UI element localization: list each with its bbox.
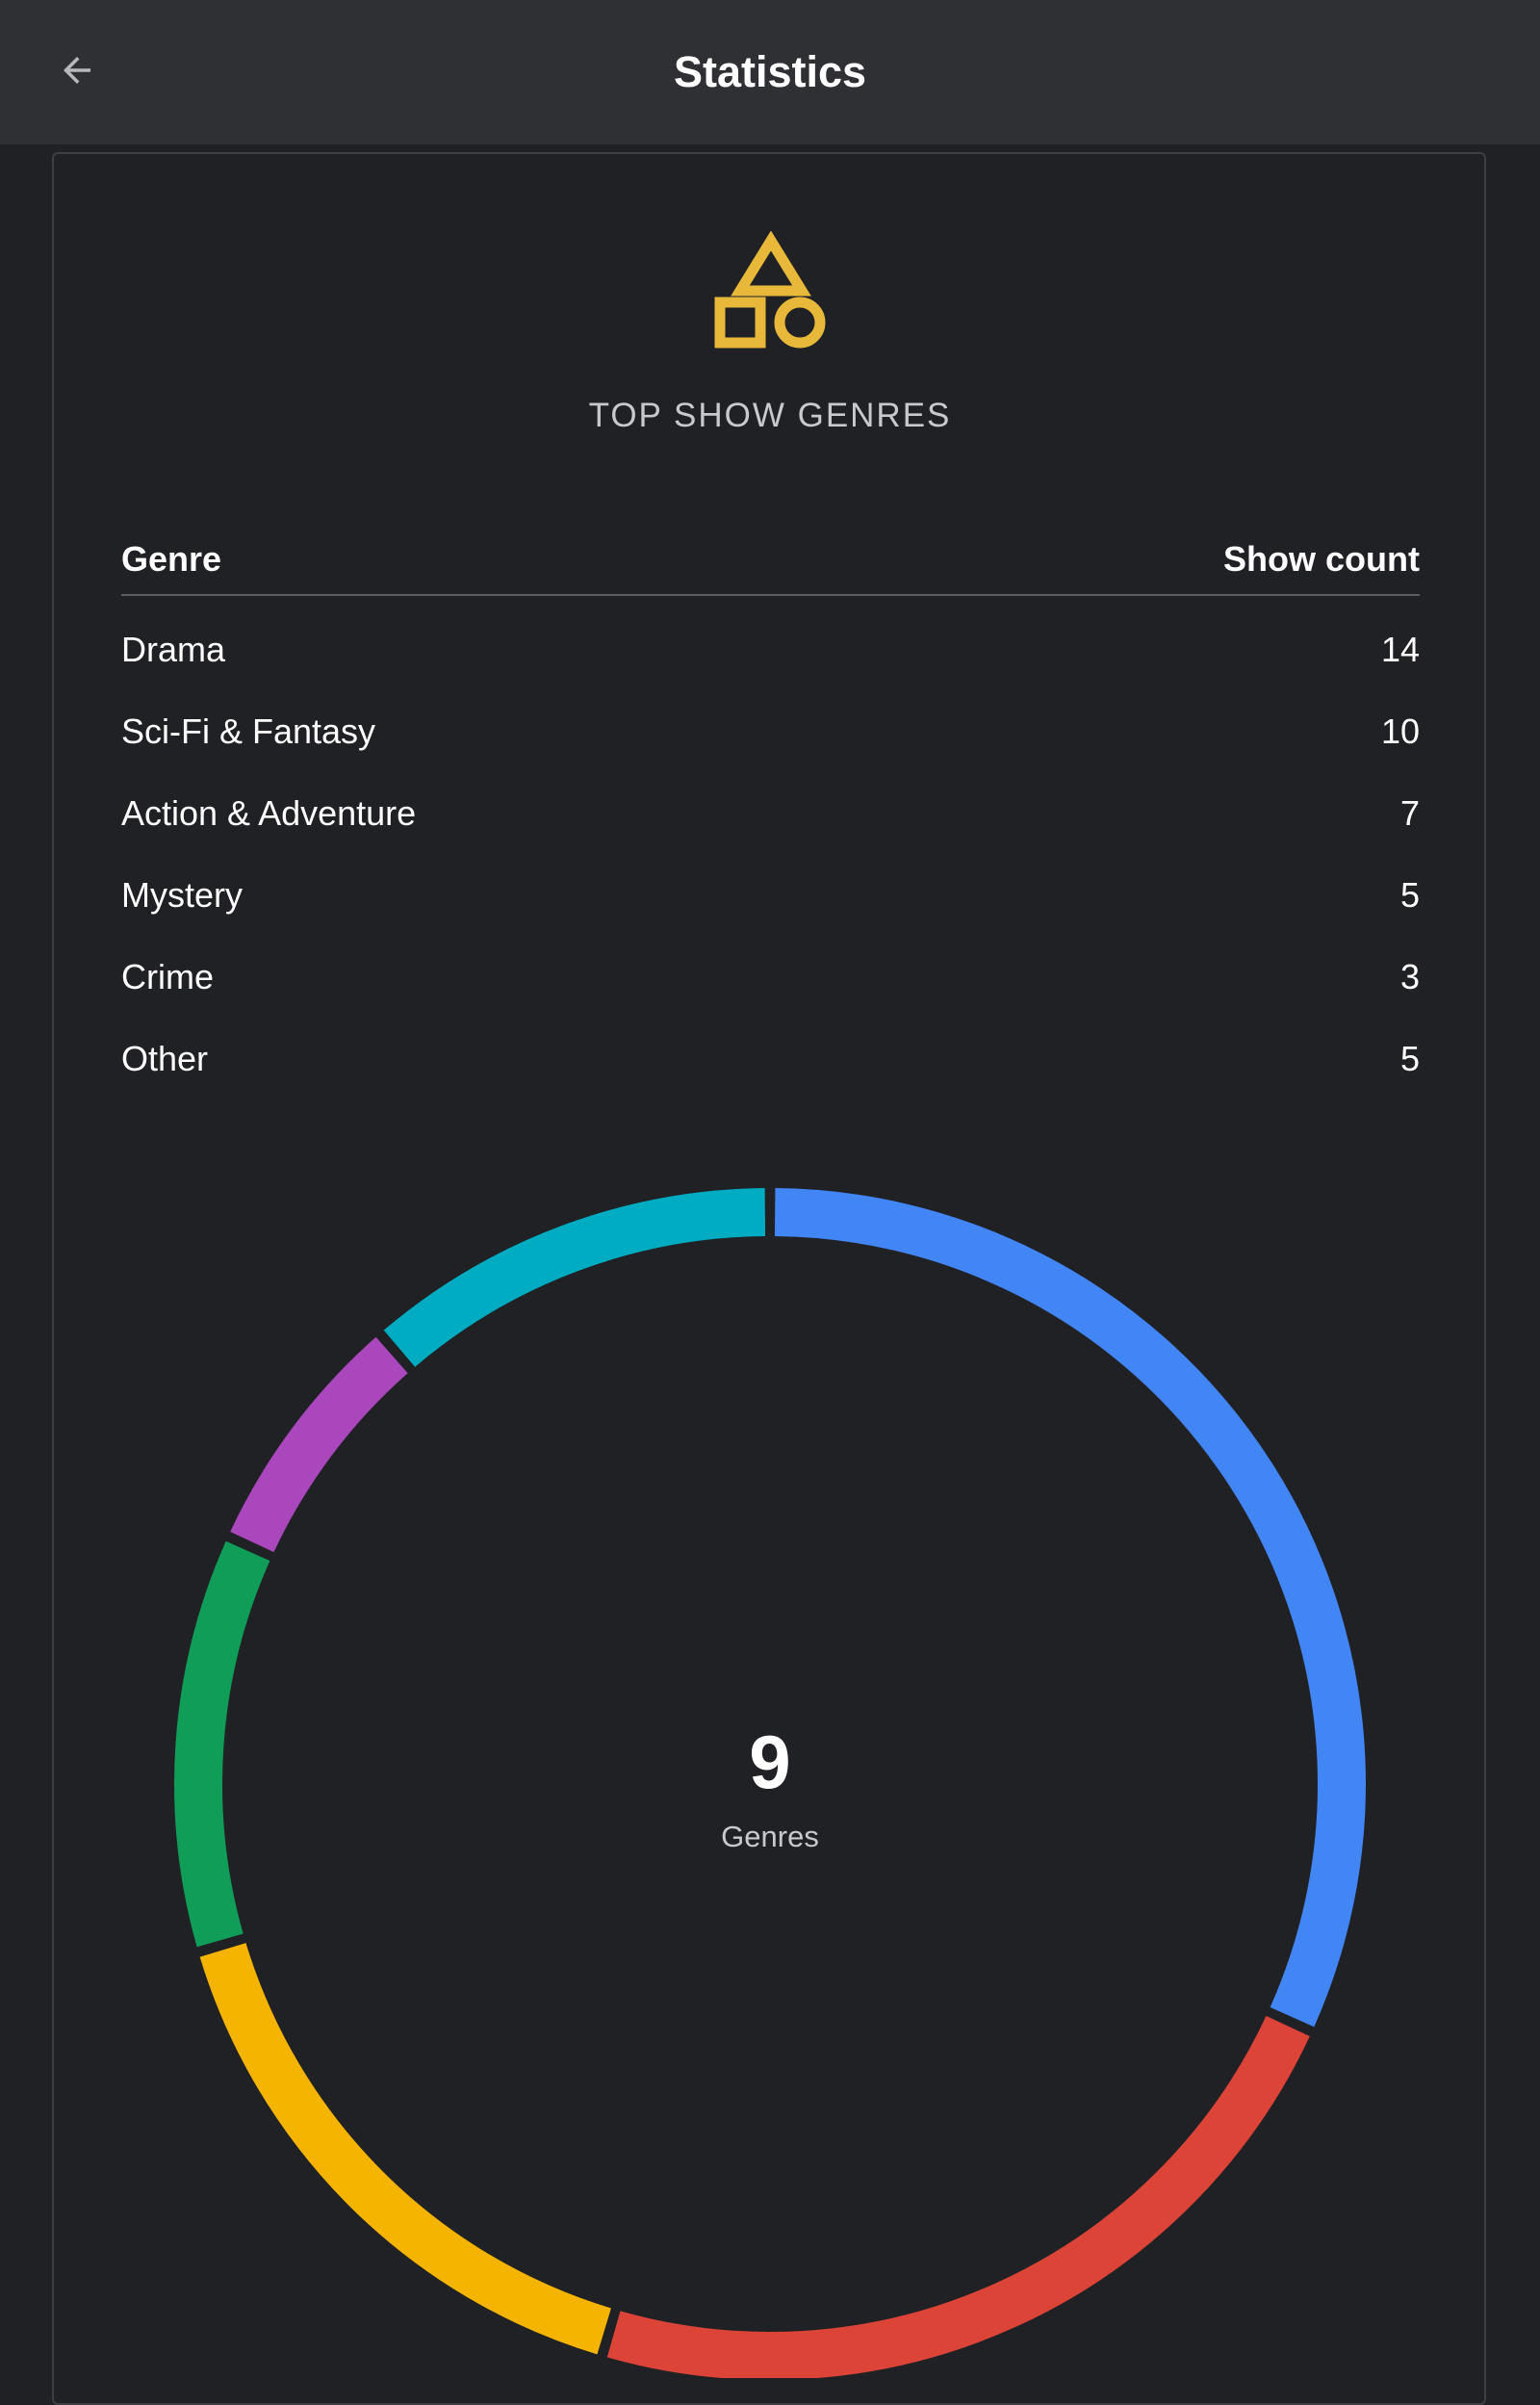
donut-slice-drama [774, 1188, 1366, 2028]
genre-count: 14 [1380, 629, 1420, 669]
donut-slice-mystery [174, 1540, 270, 1948]
page-title: Statistics [673, 47, 867, 96]
genre-name: Drama [121, 629, 226, 669]
table-row: Crime 3 [121, 936, 1420, 1018]
donut-slice-other [383, 1188, 766, 1367]
donut-slice-crime [230, 1336, 408, 1553]
genre-table: Genre Show count Drama 14 Sci-Fi & Fanta… [121, 525, 1420, 1099]
table-row: Other 5 [121, 1018, 1420, 1099]
table-header: Genre Show count [121, 525, 1420, 596]
genre-count: 10 [1380, 711, 1420, 751]
shapes-icon [714, 231, 826, 349]
table-row: Mystery 5 [121, 854, 1420, 936]
donut-slice-action-adventure [199, 1943, 611, 2355]
genre-name: Other [121, 1038, 209, 1078]
genre-name: Mystery [121, 874, 243, 915]
genre-count: 3 [1399, 956, 1420, 996]
arrow-back-icon [64, 57, 90, 84]
card-heading: TOP SHOW GENRES [588, 397, 952, 434]
genre-name: Action & Adventure [121, 792, 417, 833]
back-button[interactable] [40, 34, 114, 107]
genre-name: Crime [121, 956, 214, 996]
genres-card [52, 152, 1486, 2405]
genre-count: 7 [1399, 792, 1420, 833]
table-row: Drama 14 [121, 608, 1420, 690]
table-row: Sci-Fi & Fantasy 10 [121, 690, 1420, 772]
app-bar: Statistics [0, 0, 1540, 144]
table-row: Action & Adventure 7 [121, 772, 1420, 854]
donut-slice-sci-fi-fantasy [606, 2015, 1310, 2378]
genre-name: Sci-Fi & Fantasy [121, 711, 376, 751]
column-header-genre: Genre [121, 539, 222, 579]
column-header-show-count: Show count [1223, 539, 1420, 579]
chart-center-label: Genres [721, 1820, 819, 1853]
genre-count: 5 [1399, 1038, 1420, 1078]
genre-count: 5 [1399, 874, 1420, 915]
chart-center-value: 9 [749, 1720, 791, 1804]
